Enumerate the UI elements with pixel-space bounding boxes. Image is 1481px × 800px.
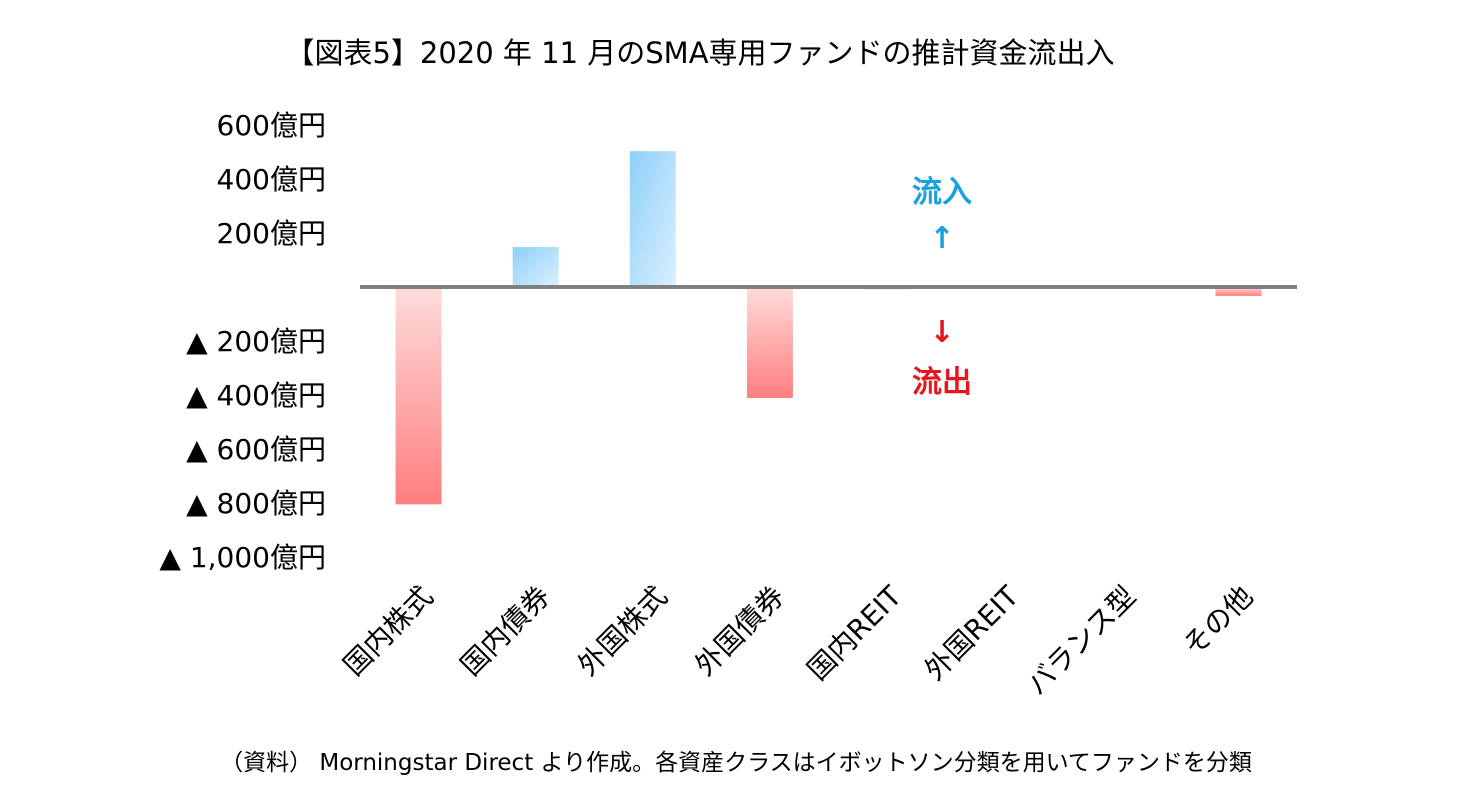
y-tick-label: 200億円 [217,217,326,250]
outflow-arrow-icon: ↓ [929,315,954,350]
outflow-label: 流出 [912,365,972,400]
category-label: 外国株式 [571,580,674,683]
category-label: 国内債券 [454,580,557,683]
source-note: （資料） Morningstar Direct より作成。各資産クラスはイボット… [220,750,1252,776]
y-tick-label: 400億円 [217,163,326,196]
bar-3 [746,287,793,398]
category-label: 外国債券 [688,580,791,683]
y-tick-label: ▲ 200億円 [186,325,326,358]
category-label: 外国REIT [918,579,1026,687]
category-label: バランス型 [1020,580,1142,702]
inflow-arrow-icon: ↑ [929,221,954,256]
inflow-label: 流入 [912,175,972,210]
category-label: 国内REIT [801,579,909,687]
bar-7 [1215,287,1262,296]
y-axis-ticks: 600億円 400億円 200億円 ▲ 200億円 ▲ 400億円 ▲ 600億円 ▲ 80… [159,109,326,574]
bar-1 [512,247,559,287]
bar-0 [395,287,442,505]
bars [395,151,1262,505]
y-tick-label: ▲ 400億円 [186,379,326,412]
y-tick-label: ▲ 600億円 [186,433,326,466]
y-tick-label: ▲ 1,000億円 [159,541,326,574]
y-tick-label: ▲ 800億円 [186,487,326,520]
category-label: その他 [1177,580,1260,663]
y-tick-label: 600億円 [217,109,326,142]
chart-title: 【図表5】2020 年 11 月のSMA専用ファンドの推計資金流出入 [285,36,1114,70]
bar-2 [629,151,676,287]
category-label: 国内株式 [337,580,440,683]
